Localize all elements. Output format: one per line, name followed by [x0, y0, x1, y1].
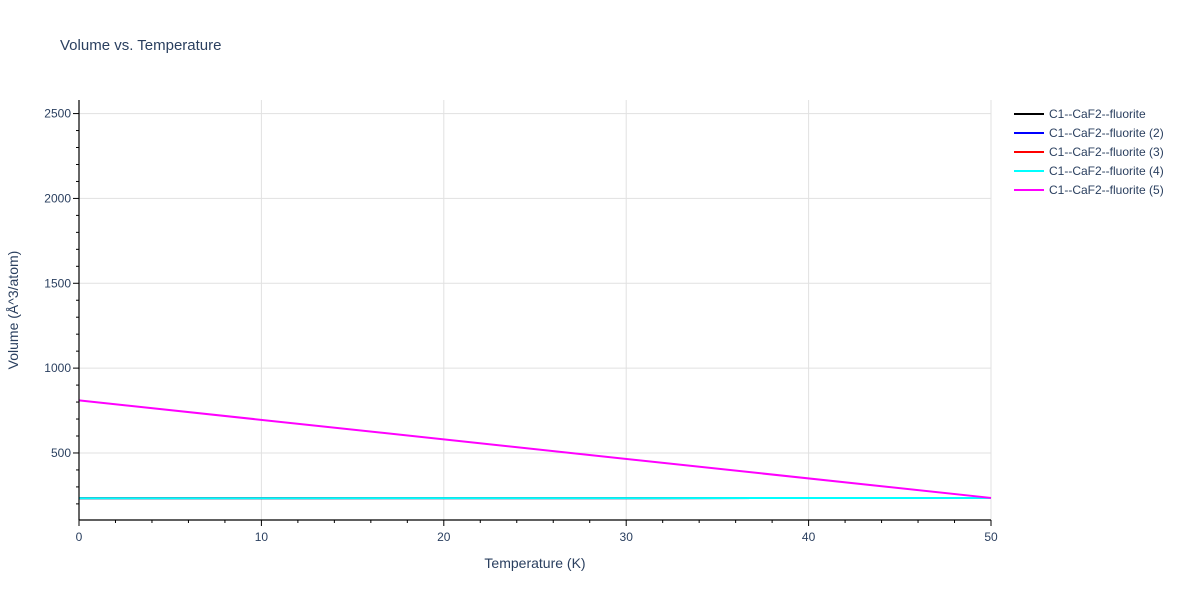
legend-label: C1--CaF2--fluorite (4) [1049, 164, 1164, 178]
y-tick-label: 2500 [44, 107, 71, 121]
legend-label: C1--CaF2--fluorite (3) [1049, 145, 1164, 159]
x-axis-title: Temperature (K) [484, 555, 585, 571]
y-axis-title: Volume (Å^3/atom) [5, 251, 21, 370]
x-tick-label: 40 [802, 530, 816, 544]
x-tick-label: 50 [984, 530, 998, 544]
chart-title: Volume vs. Temperature [60, 37, 221, 54]
y-tick-label: 2000 [44, 191, 71, 205]
legend-item: C1--CaF2--fluorite [1014, 107, 1146, 121]
x-tick-label: 0 [76, 530, 83, 544]
axes: 0 10 20 30 40 50 500 1000 1500 2000 2500 [44, 100, 998, 544]
grid [79, 100, 992, 520]
x-tick-label: 10 [255, 530, 269, 544]
legend-item: C1--CaF2--fluorite (5) [1014, 183, 1164, 197]
x-tick-label: 30 [620, 530, 634, 544]
legend-item: C1--CaF2--fluorite (3) [1014, 145, 1164, 159]
legend-label: C1--CaF2--fluorite (2) [1049, 126, 1164, 140]
legend-label: C1--CaF2--fluorite [1049, 107, 1146, 121]
series-lines [78, 399, 992, 500]
series-line [78, 399, 992, 499]
legend: C1--CaF2--fluorite C1--CaF2--fluorite (2)… [1014, 107, 1164, 197]
y-tick-label: 1000 [44, 361, 71, 375]
legend-item: C1--CaF2--fluorite (4) [1014, 164, 1164, 178]
x-tick-label: 20 [437, 530, 451, 544]
legend-item: C1--CaF2--fluorite (2) [1014, 126, 1164, 140]
legend-label: C1--CaF2--fluorite (5) [1049, 183, 1164, 197]
y-tick-label: 500 [51, 446, 71, 460]
y-tick-label: 1500 [44, 276, 71, 290]
